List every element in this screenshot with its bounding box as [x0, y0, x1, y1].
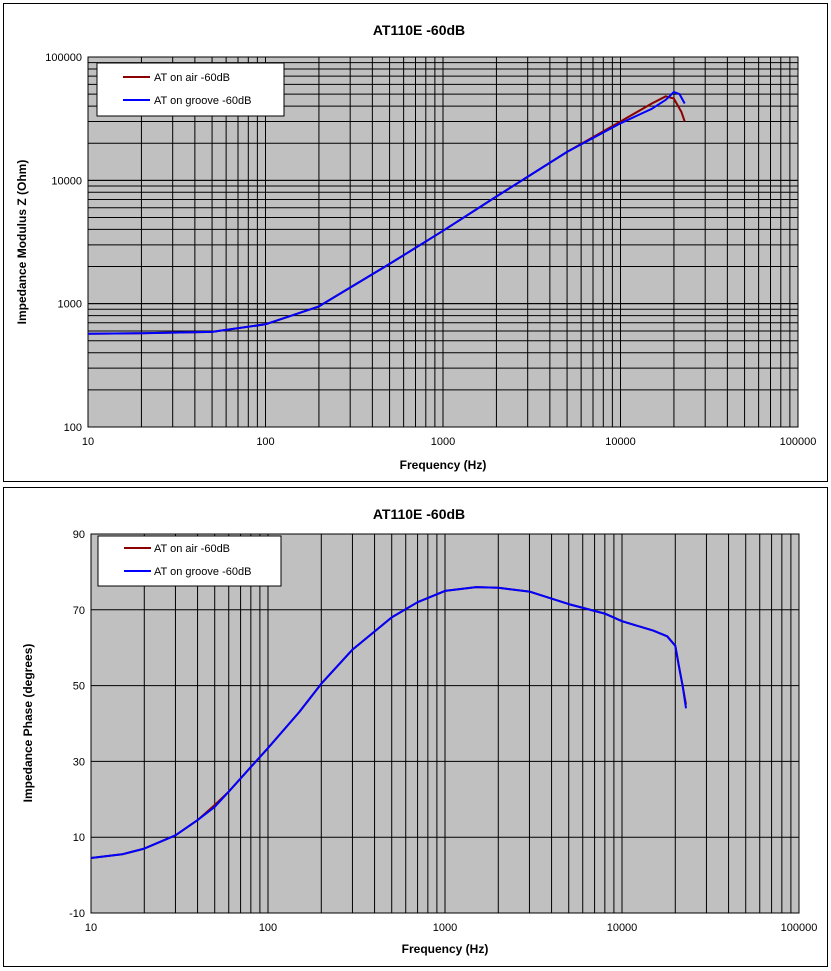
- legend-box: [96, 62, 285, 117]
- legend: AT on air -60dB AT on groove -60dB: [97, 535, 282, 587]
- y-axis-title: Impedance Modulus Z (Ohm): [15, 160, 29, 325]
- series-line-groove: [87, 91, 686, 335]
- x-tick-label: 1000: [433, 922, 457, 934]
- x-tick-label: 100000: [780, 436, 817, 448]
- series-lines: [87, 91, 686, 335]
- y-axis-title: Impedance Phase (degrees): [21, 644, 35, 803]
- legend-box: [97, 535, 282, 587]
- y-tick-label: 10000: [51, 175, 82, 187]
- y-tick-label: 10: [73, 832, 85, 844]
- y-tick-label: 90: [73, 529, 85, 541]
- y-tick-label: 100: [64, 422, 82, 434]
- x-tick-label: 1000: [431, 436, 455, 448]
- x-tick-label: 100000: [781, 922, 818, 934]
- impedance-modulus-chart: AT110E -60dB 10 100 1000 10000 1000001001000…: [15, 22, 816, 472]
- gridlines: [87, 56, 799, 428]
- legend-label-groove: AT on groove -60dB: [154, 566, 251, 578]
- chart-panel-impedance-modulus: AT110E -60dB 10 100 1000 10000 100000 100 1000…: [3, 3, 828, 482]
- x-tick-label: 100: [256, 436, 274, 448]
- legend: AT on air -60dB AT on groove -60dB: [96, 62, 285, 117]
- x-tick-label: 100: [259, 922, 277, 934]
- legend-label-air: AT on air -60dB: [154, 72, 230, 84]
- chart-title: AT110E -60dB: [373, 506, 465, 522]
- y-tick-label: 1000: [58, 299, 82, 311]
- y-tick-label: 30: [73, 756, 85, 768]
- x-tick-label: 10: [82, 436, 94, 448]
- series-lines: [90, 586, 687, 859]
- legend-label-air: AT on air -60dB: [154, 543, 230, 555]
- series-line-groove: [90, 586, 687, 859]
- legend-label-groove: AT on groove -60dB: [154, 95, 251, 107]
- y-tick-label: 100000: [45, 52, 82, 64]
- chart-panel-impedance-phase: AT110E -60dB 10 100 1000 10000 100000 -10 10 30…: [3, 487, 828, 967]
- x-axis-title: Frequency (Hz): [400, 458, 487, 472]
- x-tick-label: 10000: [605, 436, 636, 448]
- x-tick-label: 10: [85, 922, 97, 934]
- y-tick-label: -10: [69, 908, 85, 920]
- impedance-phase-chart: AT110E -60dB 10 100 1000 10000 100000-101030…: [21, 506, 817, 956]
- x-axis-title: Frequency (Hz): [402, 942, 489, 956]
- chart-title: AT110E -60dB: [373, 22, 465, 38]
- y-tick-label: 70: [73, 605, 85, 617]
- y-tick-label: 50: [73, 681, 85, 693]
- x-tick-label: 10000: [607, 922, 638, 934]
- gridlines: [90, 533, 800, 914]
